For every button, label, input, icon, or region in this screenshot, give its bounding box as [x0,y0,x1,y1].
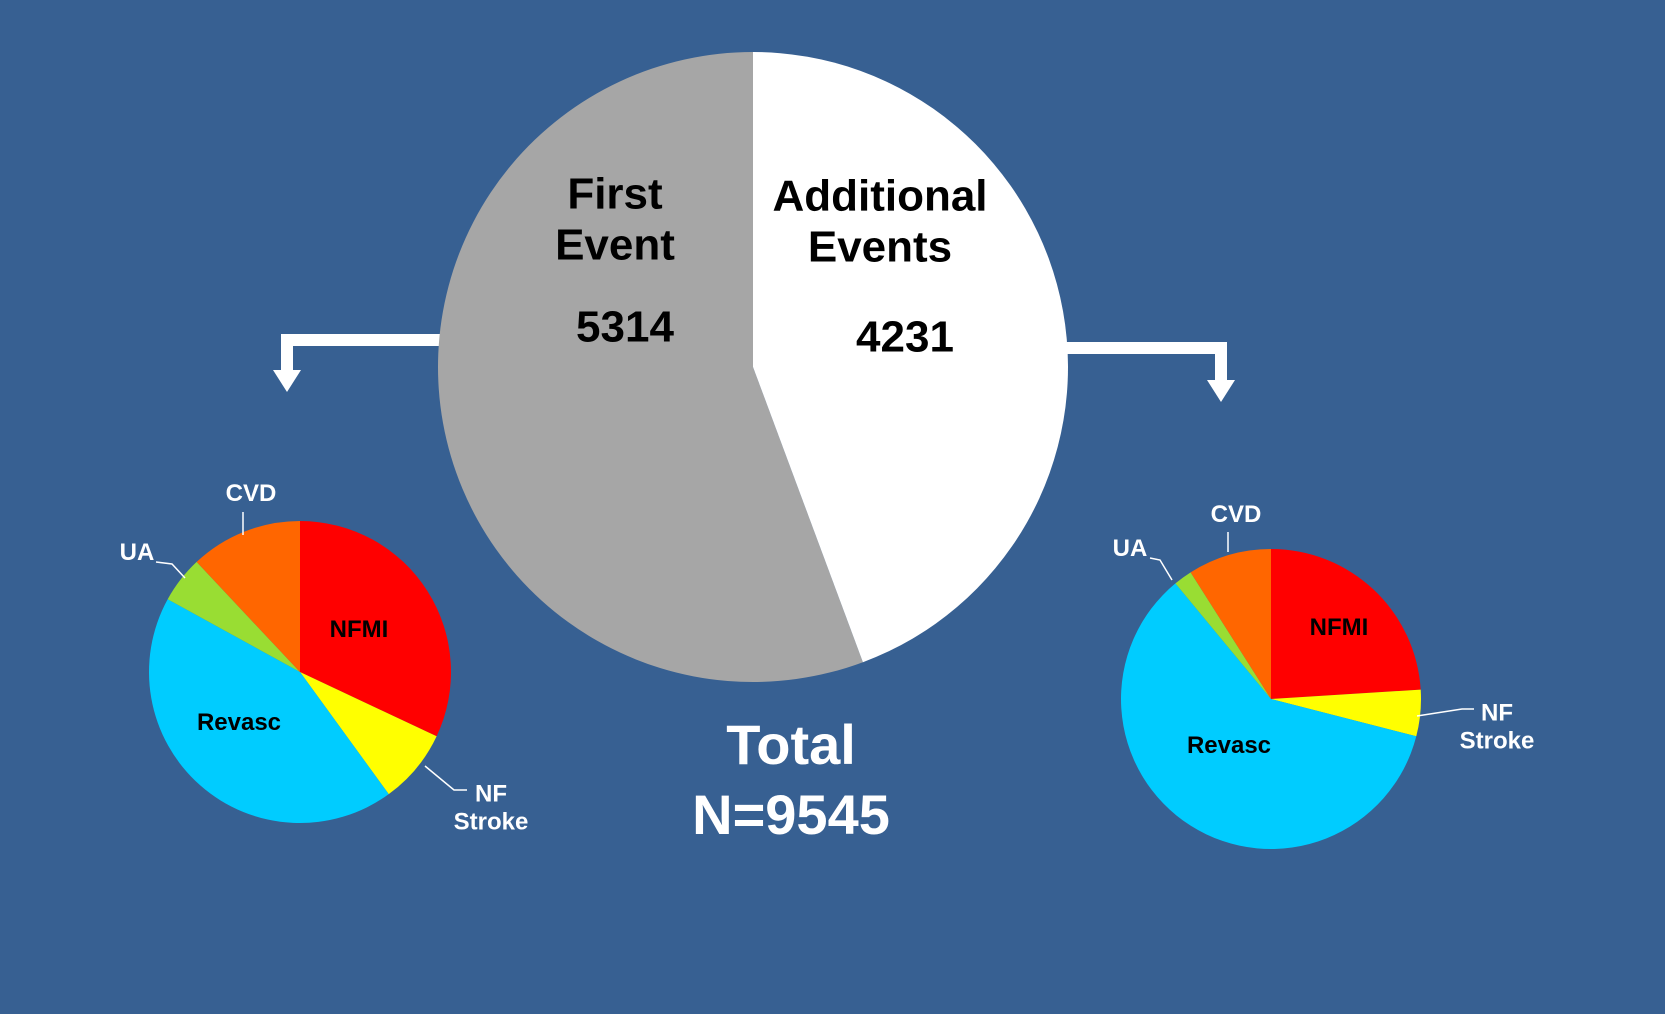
pie-slice [437,52,863,683]
slice-label: UA [1112,535,1148,563]
slice-label: CVD [1210,501,1262,529]
pie-slice [1175,572,1271,699]
slice-label: Revasc [196,709,282,737]
pie-slice [148,599,389,823]
slice-label: First Event [555,169,675,269]
leader-line [1149,557,1173,581]
slice-label: CVD [225,480,277,508]
arrowhead [1207,380,1235,402]
leader-line [155,561,186,579]
pie-slice [1271,549,1421,699]
pie-slice [300,521,451,737]
pie-slice [1190,549,1271,699]
slice-label: NF Stroke [453,780,529,835]
pie-slice [167,561,300,672]
slice-label: UA [119,539,155,567]
slice-label: NFMI [329,616,389,644]
leader-line [1416,708,1474,717]
annotation: Total [726,712,856,776]
pie-slice [1121,583,1417,849]
slice-label: Additional Events [772,171,988,271]
slice-label: NF Stroke [1459,699,1535,754]
arrowhead [273,370,301,392]
annotation: N=9545 [692,782,890,846]
slice-label: NFMI [1309,614,1369,642]
arrow [281,334,440,372]
leader-line [424,765,467,791]
value-label: 4231 [856,312,954,362]
arrow [1066,342,1227,382]
pie-slice [1271,689,1421,737]
pie-slice [196,521,300,672]
pie-slice [300,672,437,795]
value-label: 5314 [576,302,674,352]
pie-slice [753,52,1069,663]
slice-label: Revasc [1186,732,1272,760]
